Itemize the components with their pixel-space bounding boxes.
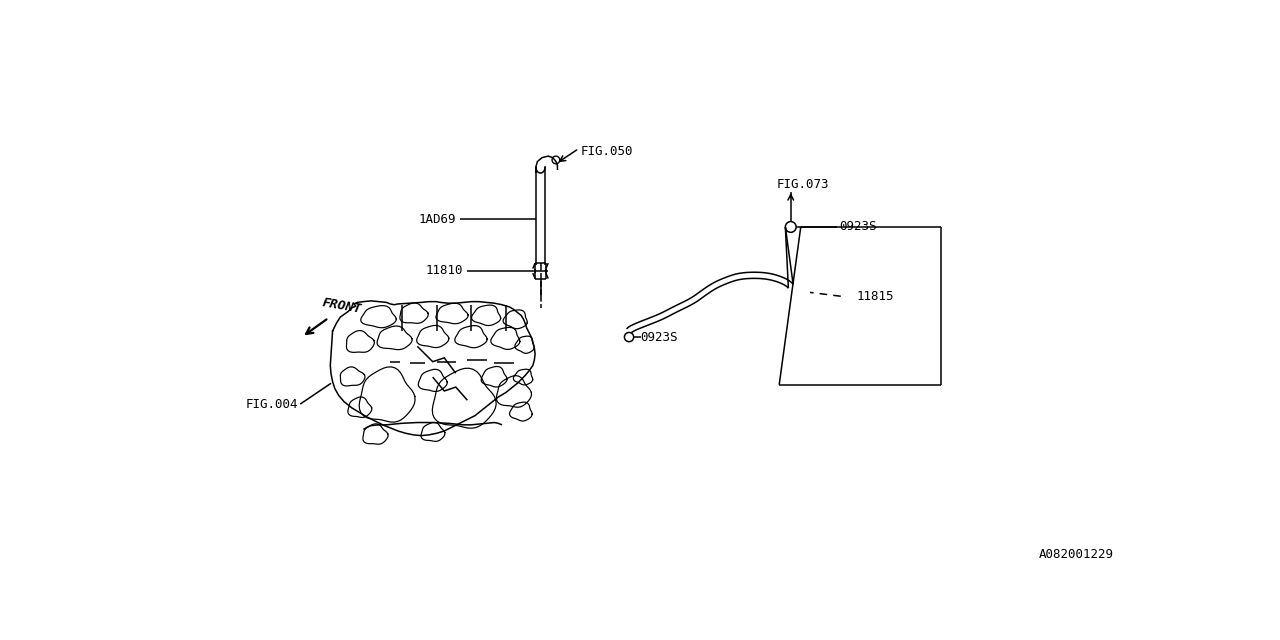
Text: 0923S: 0923S [640, 330, 678, 344]
Text: FRONT: FRONT [321, 296, 362, 316]
Text: 0923S: 0923S [840, 220, 877, 234]
Text: FIG.050: FIG.050 [581, 145, 634, 158]
Text: 11815: 11815 [856, 290, 893, 303]
Text: FIG.073: FIG.073 [777, 178, 829, 191]
Text: FIG.004: FIG.004 [246, 397, 298, 410]
Text: A082001229: A082001229 [1039, 548, 1114, 561]
Text: 11810: 11810 [426, 264, 463, 277]
Text: 1AD69: 1AD69 [419, 212, 456, 226]
